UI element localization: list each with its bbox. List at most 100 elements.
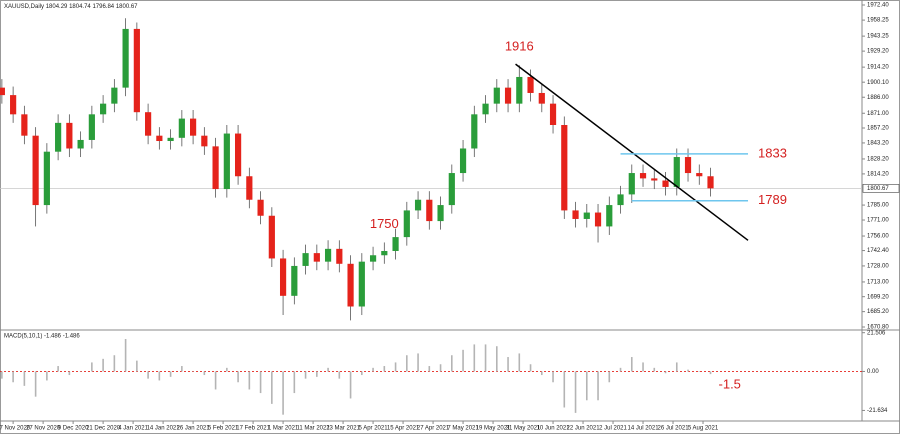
candle-body [223, 133, 230, 190]
x-tick-label: 14 Jan 2021 [147, 426, 181, 432]
macd-y-tick-label: 21.506 [867, 330, 886, 336]
candle-body [437, 205, 444, 222]
macd-bar [91, 362, 93, 372]
macd-bar [372, 367, 374, 372]
candle-body [493, 87, 500, 104]
macd-bar [417, 353, 419, 372]
candle-body [538, 92, 545, 104]
level-label: 1789 [758, 192, 787, 207]
macd-bar [304, 371, 307, 379]
candle-body [268, 215, 275, 259]
macd-bar [540, 371, 543, 376]
candle-body [673, 157, 680, 187]
y-tick-label: 1929.20 [867, 49, 889, 55]
candle-body [651, 178, 658, 181]
candle-body [167, 137, 174, 142]
macd-bar [316, 371, 318, 377]
macd-bar [271, 371, 273, 404]
macd-bar [585, 371, 588, 401]
macd-bar [124, 339, 127, 372]
candle-body [111, 87, 118, 104]
candle-body [448, 173, 455, 206]
candle-body [291, 265, 298, 296]
candle-body [482, 103, 489, 115]
x-tick-label: 22 Jun 2021 [567, 426, 601, 432]
candle-body [178, 118, 185, 138]
chart-header: XAUUSD,Daily 1804.29 1804.74 1796.84 180… [4, 4, 138, 10]
macd-bar [462, 349, 464, 372]
candle-body [606, 205, 613, 227]
y-tick-label: 1814.20 [867, 171, 889, 177]
candle-body [201, 135, 208, 147]
y-tick-label: 1943.25 [867, 34, 889, 40]
symbol: XAUUSD,Daily [4, 4, 44, 10]
macd-bar [698, 371, 701, 372]
macd-bar [709, 371, 712, 375]
level-label: 1833 [758, 145, 787, 160]
candle-body [527, 76, 534, 93]
macd-bar [113, 355, 116, 372]
macd-bar [687, 369, 689, 372]
y-tick-label: 1828.20 [867, 157, 889, 163]
y-tick-label: 1958.25 [867, 18, 889, 24]
macd-bar [507, 357, 509, 372]
macd-bar [136, 360, 138, 372]
candle-body [684, 157, 692, 174]
x-tick-label: 31 May 2021 [506, 426, 541, 432]
macd-bar [473, 344, 476, 372]
candle-body [156, 135, 163, 142]
candle-body [369, 255, 377, 262]
candle-body [707, 176, 714, 189]
candle-body [133, 28, 140, 113]
candle-body [392, 237, 399, 251]
candle-body [347, 263, 354, 307]
candle-body [234, 133, 242, 177]
macd-bar [1, 371, 3, 379]
x-tick-label: 27 Apr 2021 [417, 426, 450, 432]
y-tick-label: 1871.00 [867, 111, 889, 117]
y-tick-label: 1843.20 [867, 141, 889, 147]
macd-bar [181, 366, 183, 372]
macd-bar [675, 362, 678, 372]
candle-body [561, 125, 568, 211]
x-tick-label: 26 Jan 2021 [177, 426, 211, 432]
trendline [515, 63, 749, 241]
macd-bar [664, 371, 667, 374]
macd-bar [12, 371, 14, 383]
y-tick-label: 1699.20 [867, 294, 889, 300]
x-tick-label: 5 Aug 2021 [688, 426, 719, 432]
macd-bar [563, 371, 566, 408]
macd-bar [484, 344, 487, 372]
macd-bar [79, 371, 82, 372]
header-low: 1796.84 [92, 4, 114, 10]
y-tick-label: 1914.20 [867, 65, 889, 71]
macd-bar [23, 371, 26, 386]
candle-body [572, 210, 579, 219]
last-price-label: 1800.67 [867, 186, 889, 192]
x-tick-label: 26 Jul 2021 [658, 426, 690, 432]
macd-bar [169, 371, 172, 377]
header-high: 1804.74 [69, 4, 91, 10]
candle-body [43, 151, 50, 206]
y-tick-label: 1742.40 [867, 248, 889, 254]
macd-bar [203, 371, 206, 376]
x-tick-label: 7 May 2021 [447, 426, 479, 432]
x-tick-label: 17 Feb 2021 [236, 426, 270, 432]
candle-body [66, 122, 73, 149]
macd-bar [158, 371, 161, 381]
candle-body [100, 103, 107, 115]
candle-body [403, 210, 410, 238]
macd-bar [147, 371, 149, 379]
macd-bar [394, 362, 397, 372]
macd-bar [496, 346, 498, 372]
price-annotation: 1750 [370, 216, 399, 231]
macd-bar [630, 357, 633, 372]
macd-bar [57, 366, 59, 372]
macd-bar [282, 371, 284, 415]
candle-body [0, 87, 5, 96]
y-tick-label: 1972.40 [867, 3, 889, 9]
header-open: 1804.29 [46, 4, 68, 10]
candle-body [21, 114, 28, 136]
